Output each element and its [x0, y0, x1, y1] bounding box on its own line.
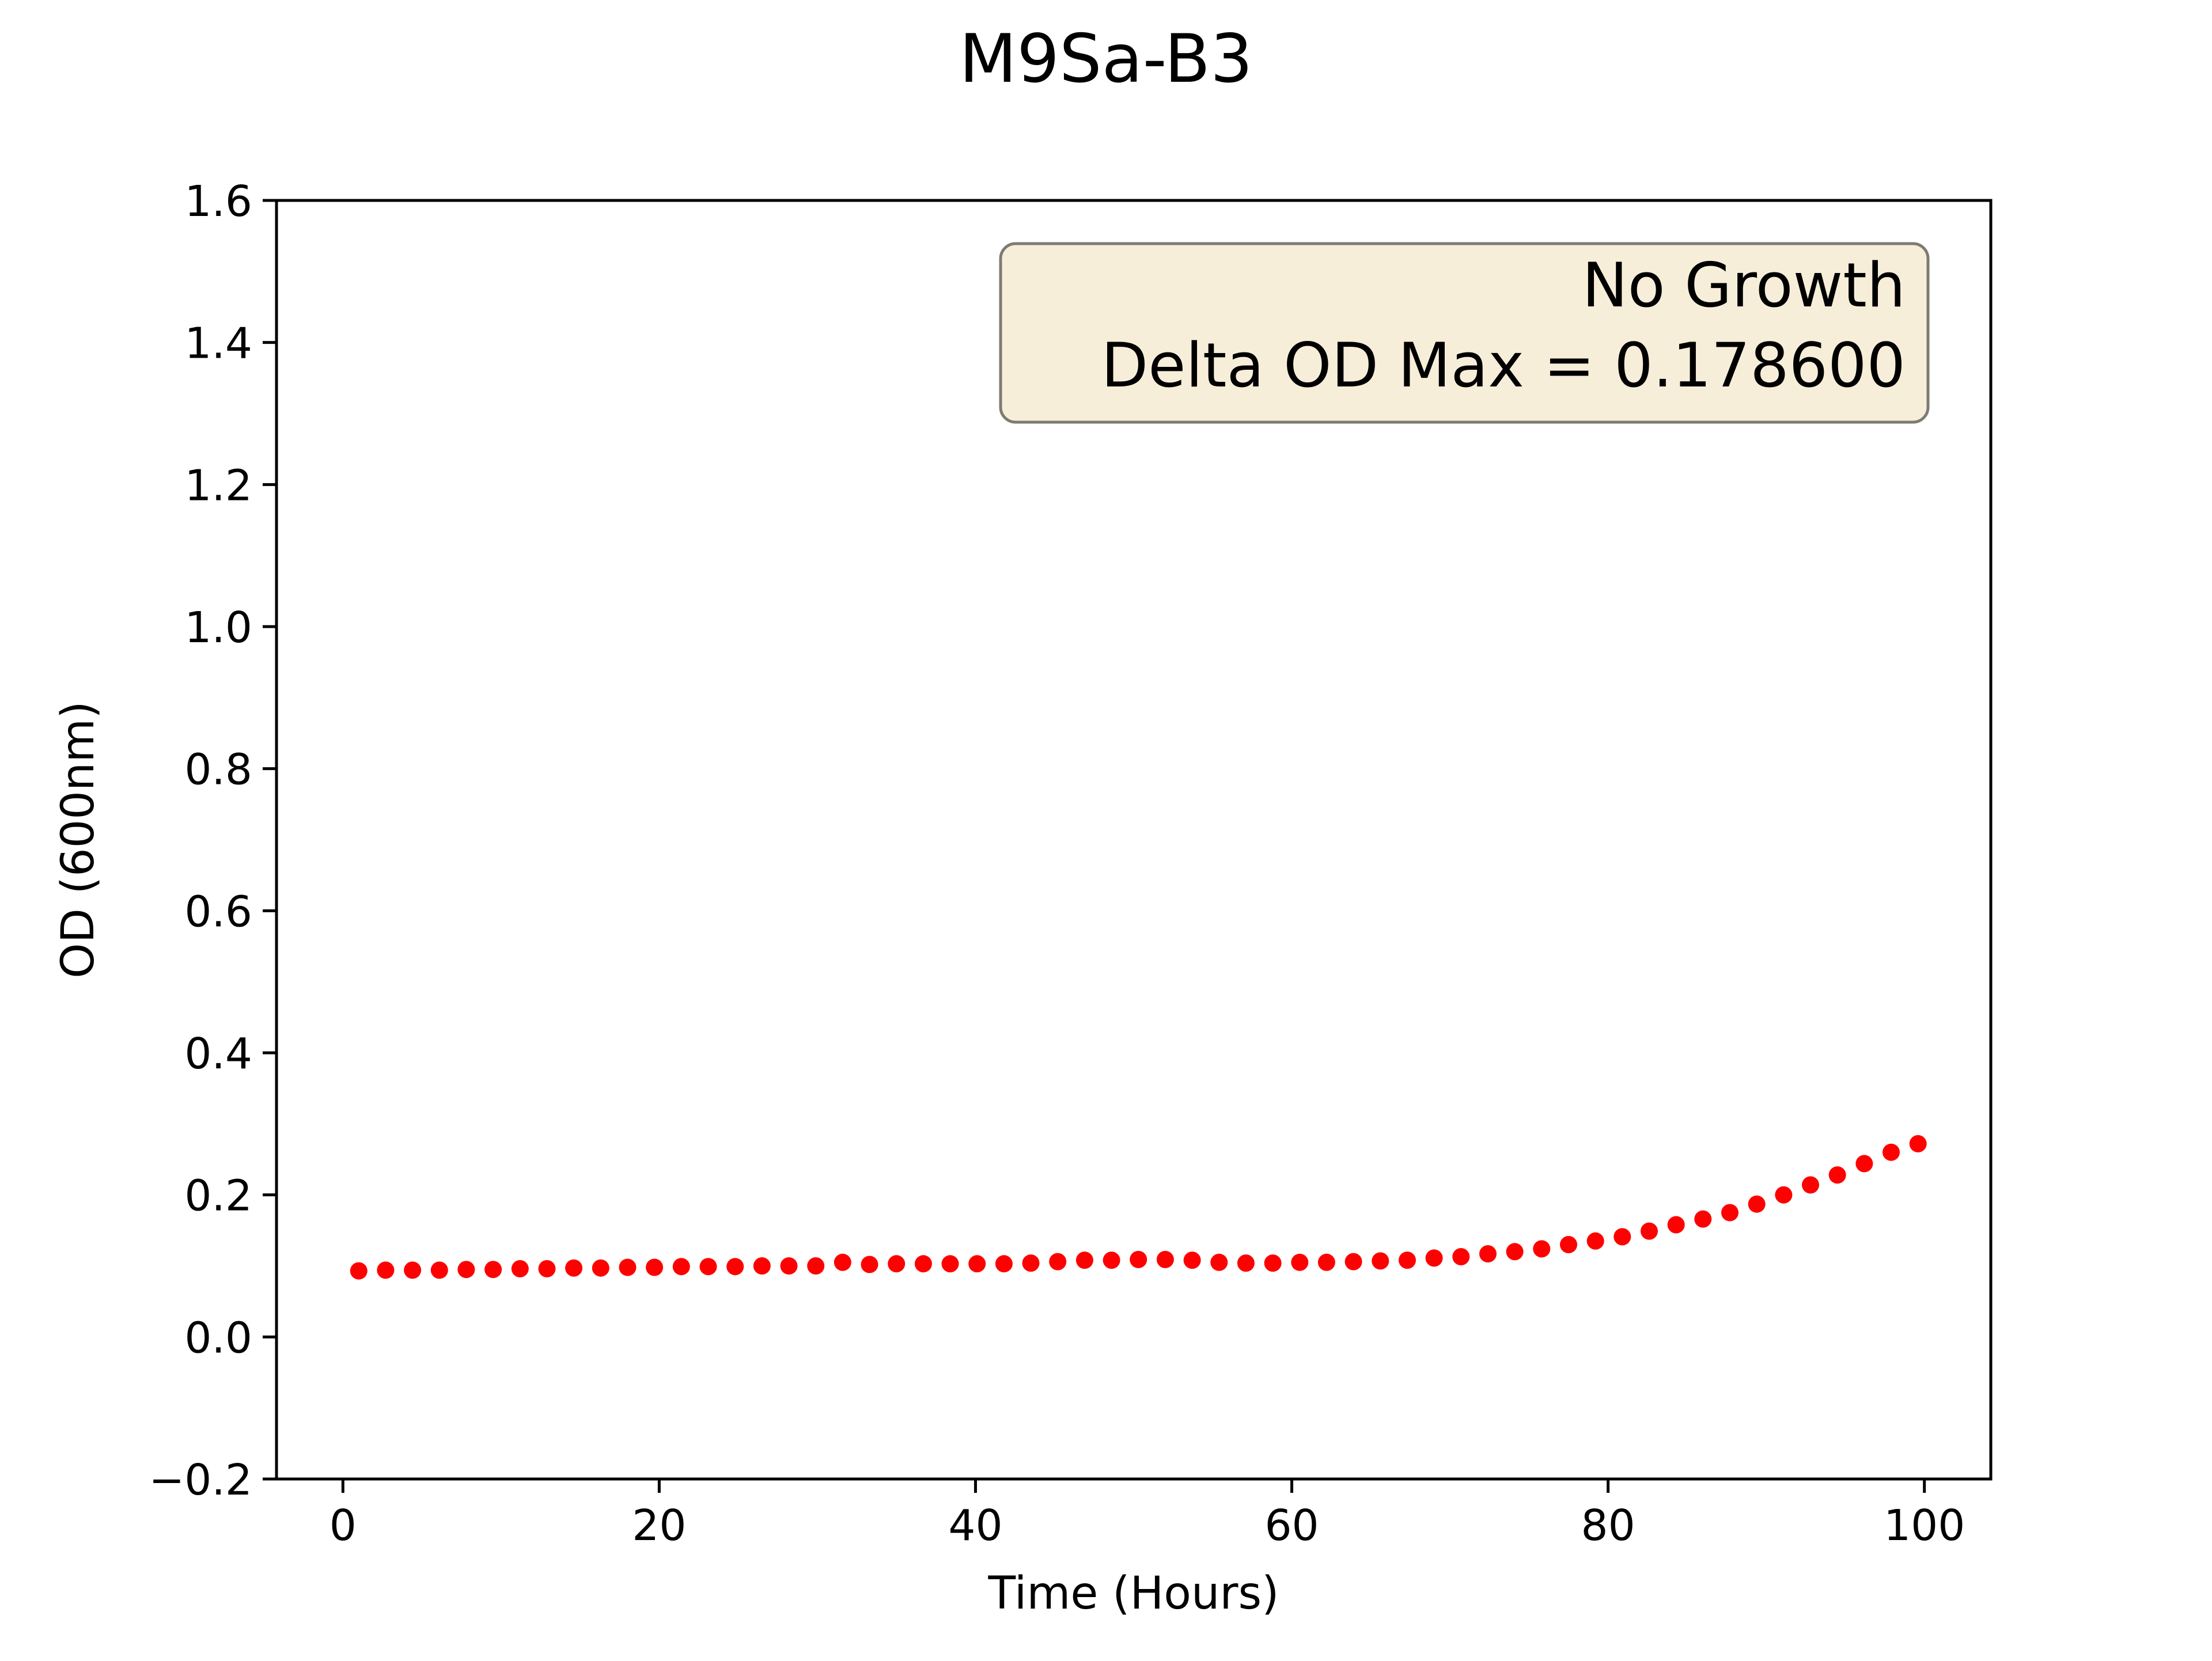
y-tick-label: 0.4	[184, 1029, 252, 1079]
data-point	[888, 1255, 906, 1273]
y-tick-label: 1.2	[184, 461, 252, 510]
data-point	[404, 1261, 422, 1279]
data-point	[780, 1257, 798, 1275]
chart-title: M9Sa-B3	[959, 20, 1253, 98]
x-tick-label: 0	[329, 1501, 357, 1550]
y-axis-label: OD (600nm)	[52, 701, 104, 978]
data-point	[1372, 1252, 1389, 1270]
x-axis-label: Time (Hours)	[987, 1568, 1279, 1620]
annotation-background	[999, 242, 1930, 424]
data-point	[484, 1261, 502, 1279]
data-point	[1317, 1253, 1335, 1271]
data-point	[861, 1256, 878, 1273]
data-point	[1210, 1253, 1228, 1271]
data-point	[1156, 1250, 1174, 1268]
data-point	[350, 1262, 368, 1280]
x-tick-label: 80	[1581, 1501, 1635, 1550]
data-point	[1264, 1254, 1282, 1272]
data-point	[753, 1257, 771, 1275]
data-point	[1641, 1222, 1658, 1240]
data-point	[1828, 1166, 1846, 1184]
data-point	[699, 1258, 717, 1276]
data-point	[1586, 1232, 1604, 1250]
x-tick-label: 40	[948, 1501, 1002, 1550]
y-tick-label: 1.6	[184, 177, 252, 226]
data-point	[834, 1253, 851, 1271]
data-point	[1399, 1252, 1416, 1269]
data-point	[1425, 1249, 1443, 1267]
data-point	[511, 1260, 529, 1277]
data-point	[457, 1261, 475, 1279]
data-point	[1130, 1250, 1147, 1268]
data-point	[1802, 1176, 1819, 1194]
y-tick-label: 0.8	[184, 745, 252, 795]
annotation-box: No Growth Delta OD Max = 0.178600	[999, 242, 1930, 424]
data-point	[1049, 1253, 1067, 1271]
data-point	[1452, 1248, 1470, 1265]
y-tick-label: 0.0	[184, 1313, 252, 1363]
x-tick-label: 20	[632, 1501, 686, 1550]
data-point	[1075, 1252, 1093, 1269]
data-point	[1479, 1245, 1497, 1262]
data-point	[1883, 1143, 1900, 1161]
x-axis-ticks: 0 20 40 60 80 100	[329, 1479, 1965, 1550]
data-point	[377, 1261, 395, 1279]
y-tick-label: −0.2	[149, 1455, 252, 1505]
data-point	[1560, 1236, 1577, 1253]
x-tick-label: 60	[1264, 1501, 1319, 1550]
data-points	[350, 1135, 1927, 1280]
data-point	[1667, 1216, 1685, 1234]
data-point	[1506, 1243, 1524, 1261]
y-tick-label: 0.2	[184, 1171, 252, 1221]
y-tick-label: 0.6	[184, 887, 252, 936]
annotation-line-status: No Growth	[1582, 250, 1906, 321]
data-point	[1103, 1252, 1120, 1269]
data-point	[565, 1259, 583, 1277]
annotation-line-delta: Delta OD Max = 0.178600	[1101, 330, 1906, 401]
y-tick-label: 1.4	[184, 319, 252, 369]
data-point	[1022, 1254, 1040, 1272]
y-tick-label: 1.0	[184, 603, 252, 653]
data-point	[1344, 1253, 1362, 1271]
data-point	[672, 1258, 690, 1276]
data-point	[941, 1255, 959, 1273]
data-point	[914, 1255, 932, 1273]
data-point	[726, 1258, 744, 1276]
data-point	[1237, 1254, 1255, 1272]
data-point	[1183, 1252, 1201, 1269]
data-point	[807, 1257, 825, 1275]
data-point	[1855, 1155, 1873, 1173]
data-point	[646, 1258, 664, 1276]
data-point	[1694, 1210, 1712, 1228]
plot-area-frame	[275, 199, 1993, 1481]
data-point	[538, 1260, 556, 1277]
data-point	[1291, 1253, 1309, 1271]
data-point	[968, 1255, 986, 1273]
data-point	[430, 1261, 448, 1279]
data-point	[1909, 1135, 1927, 1152]
x-tick-label: 100	[1884, 1501, 1965, 1550]
data-point	[1721, 1204, 1738, 1222]
data-point	[592, 1259, 609, 1277]
y-axis-ticks: −0.2 0.0 0.2 0.4 0.6 0.8 1.0 1.2 1.4 1.6	[149, 177, 276, 1505]
data-point	[1775, 1186, 1793, 1204]
data-point	[1533, 1240, 1551, 1258]
data-point	[1613, 1228, 1631, 1246]
data-point	[995, 1255, 1013, 1273]
data-point	[1748, 1195, 1766, 1213]
data-point	[619, 1258, 637, 1276]
